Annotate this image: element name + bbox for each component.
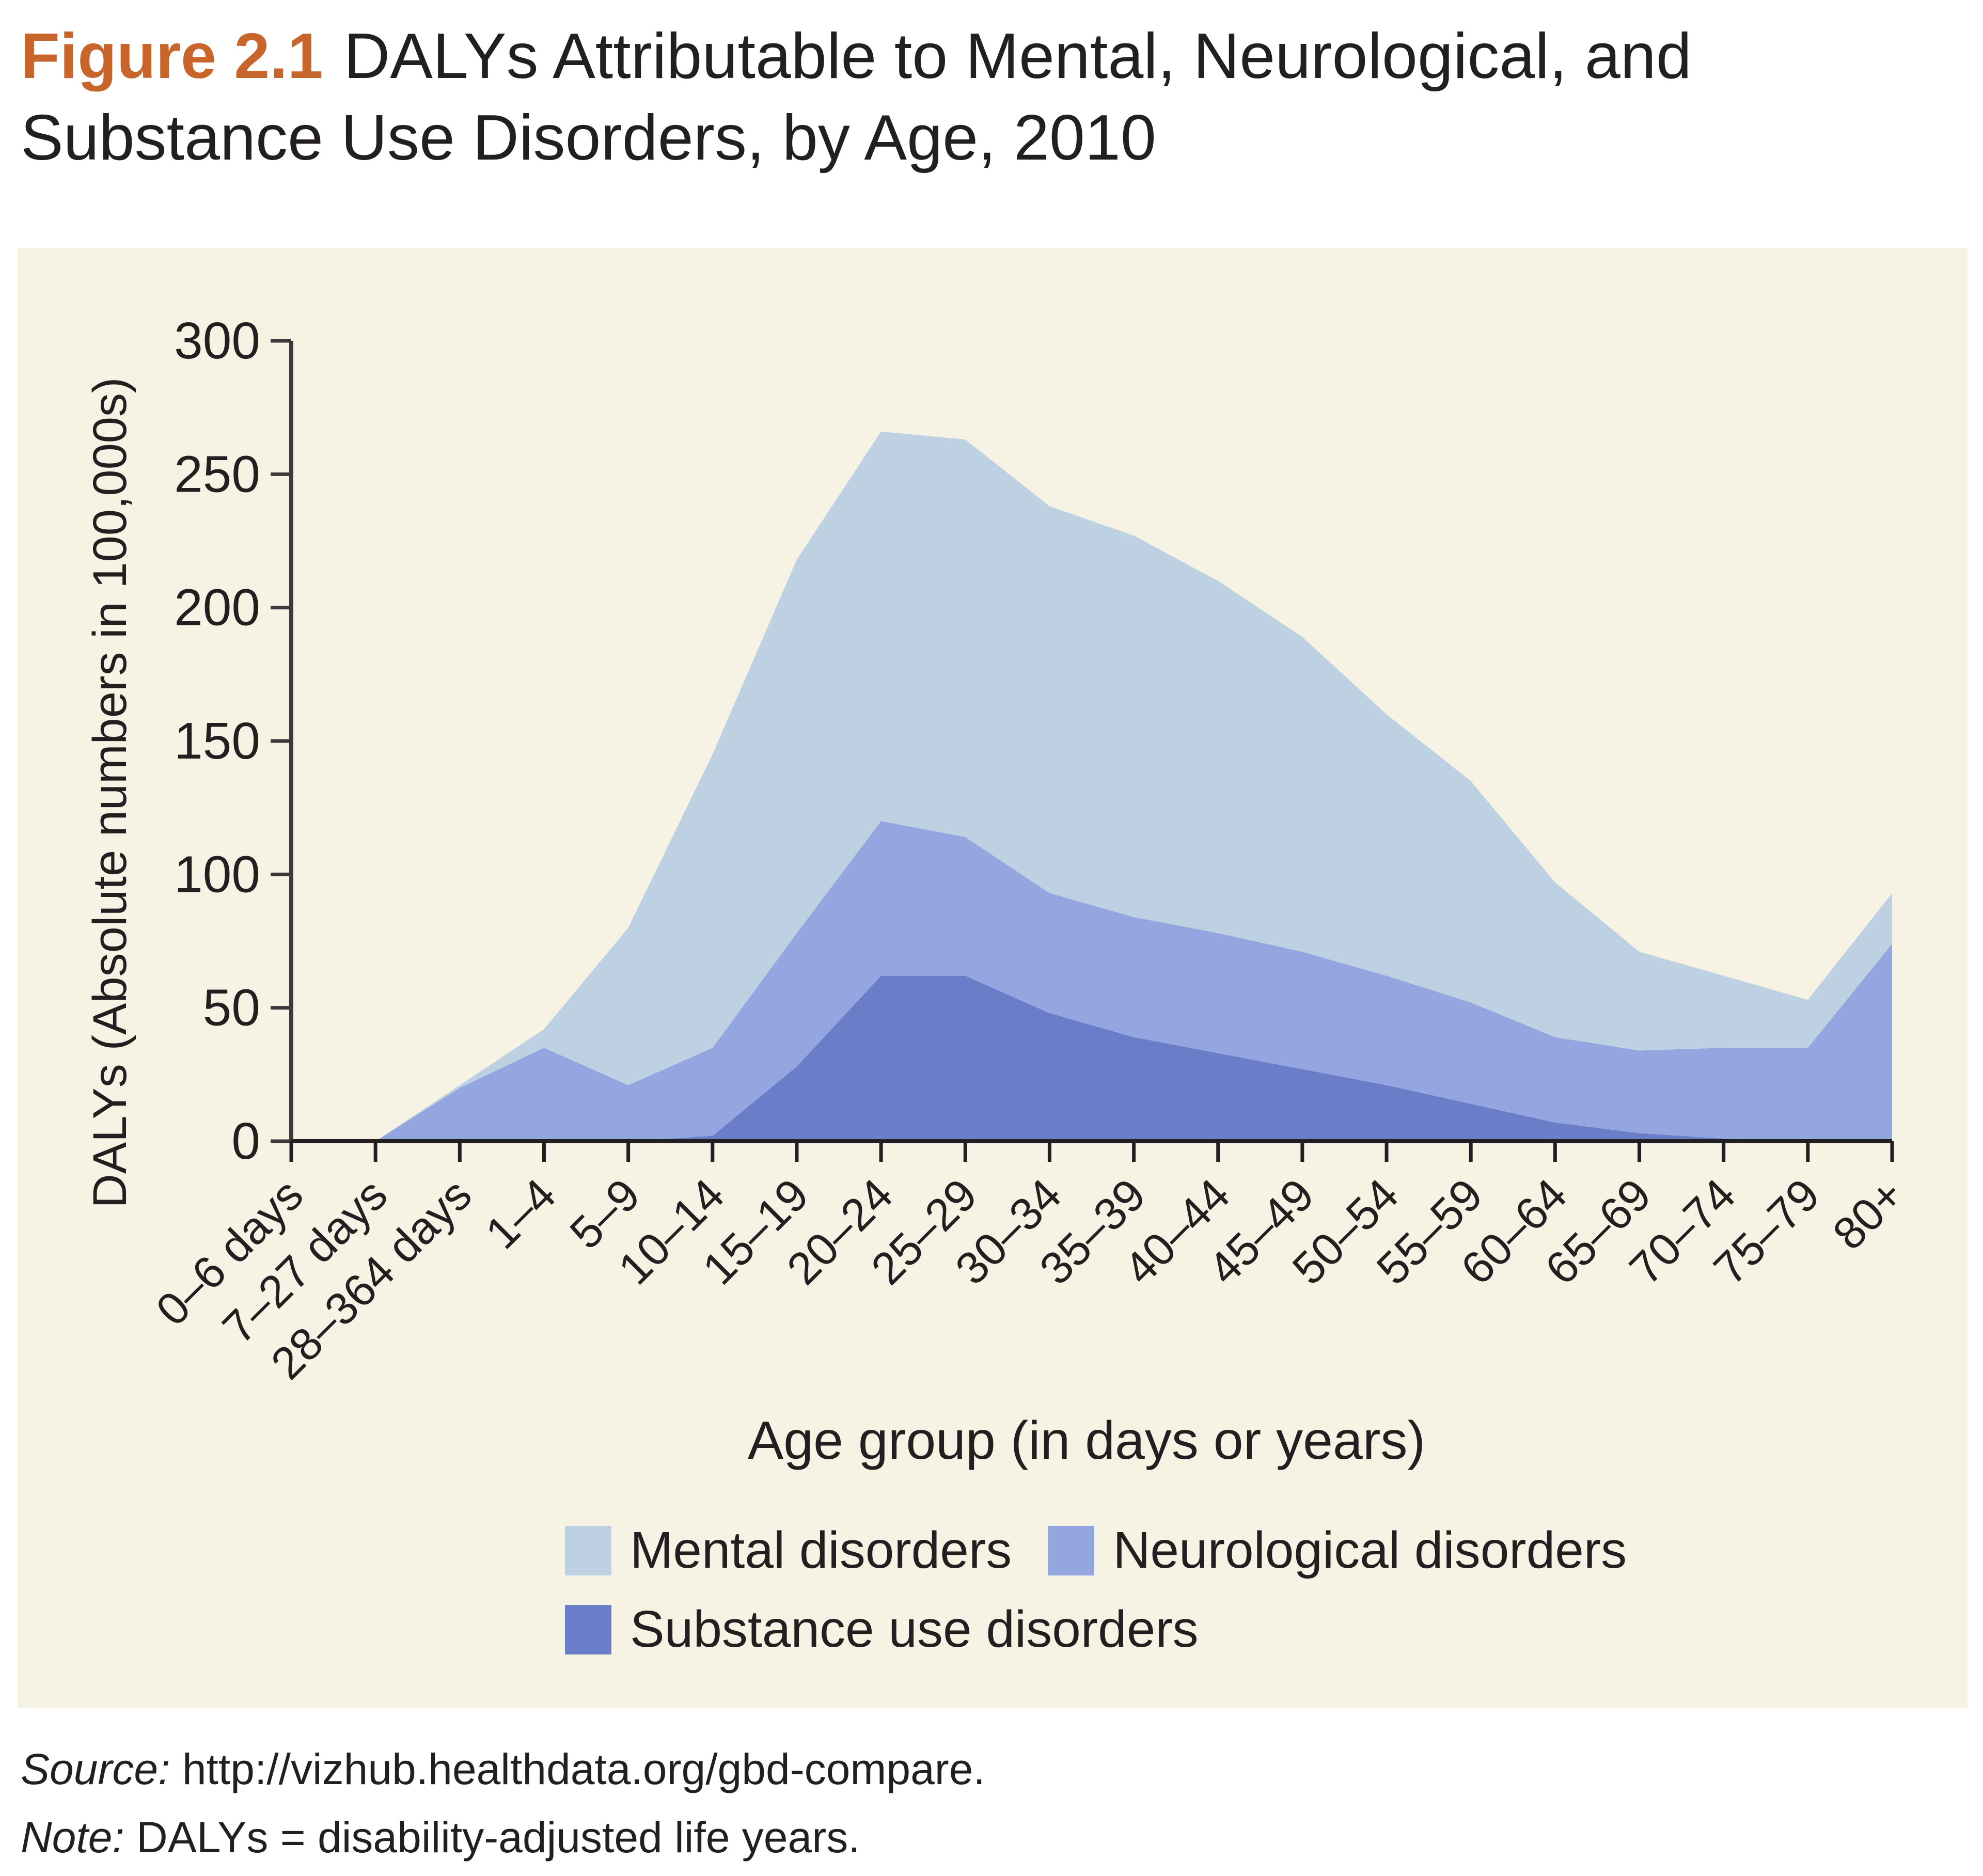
legend-label-mental: Mental disorders [630,1521,1012,1579]
area-series-neurological [291,821,1892,1141]
figure-label: Figure 2.1 [21,21,323,92]
source-text: http://vizhub.healthdata.org/gbd-compare… [182,1745,985,1793]
chart-panel: 0 50 100 150 200 250 300 0–6 days 7–27 days 28–3… [18,248,1968,1708]
legend-label-neurological: Neurological disorders [1113,1521,1627,1579]
y-tick-label: 300 [174,312,260,370]
legend-swatch-mental [565,1525,611,1575]
note-line: Note: DALYs = disability-adjusted life y… [21,1803,1931,1871]
y-tick-label: 100 [174,845,260,903]
legend-item-neurological: Neurological disorders [1048,1521,1627,1580]
y-axis-label: DALYs (Absolute numbers in 100,000s) [84,377,136,1208]
legend-swatch-neurological [1048,1525,1095,1575]
note-label: Note: [21,1813,124,1862]
y-tick-label: 0 [231,1112,260,1170]
legend: Mental disorders Neurological disorders … [565,1521,1959,1679]
y-ticks-group: 0 50 100 150 200 250 300 [174,312,291,1170]
y-tick-label: 200 [174,579,260,637]
figure-title: Figure 2.1 DALYs Attributable to Mental, … [21,15,1931,179]
legend-item-mental: Mental disorders [565,1521,1012,1580]
x-tick-label: 80+ [1823,1169,1914,1259]
y-tick-label: 250 [174,445,260,503]
source-line: Source: http://vizhub.healthdata.org/gbd… [21,1735,1931,1803]
area-series-group [291,431,1892,1141]
x-axis-label: Age group (in days or years) [748,1411,1425,1471]
footnotes: Source: http://vizhub.healthdata.org/gbd… [21,1735,1931,1871]
chart-title: DALYs Attributable to Mental, Neurologic… [21,21,1692,174]
area-series-substance [291,975,1892,1141]
x-tick-label: 1–4 [476,1169,565,1258]
legend-label-substance: Substance use disorders [630,1600,1199,1658]
note-text: DALYs = disability-adjusted life years. [136,1813,860,1862]
y-tick-label: 50 [203,979,260,1037]
source-label: Source: [21,1745,170,1793]
area-series-mental [291,431,1892,1141]
legend-item-substance: Substance use disorders [565,1600,1199,1659]
legend-swatch-substance [565,1604,611,1654]
y-tick-label: 150 [174,712,260,770]
